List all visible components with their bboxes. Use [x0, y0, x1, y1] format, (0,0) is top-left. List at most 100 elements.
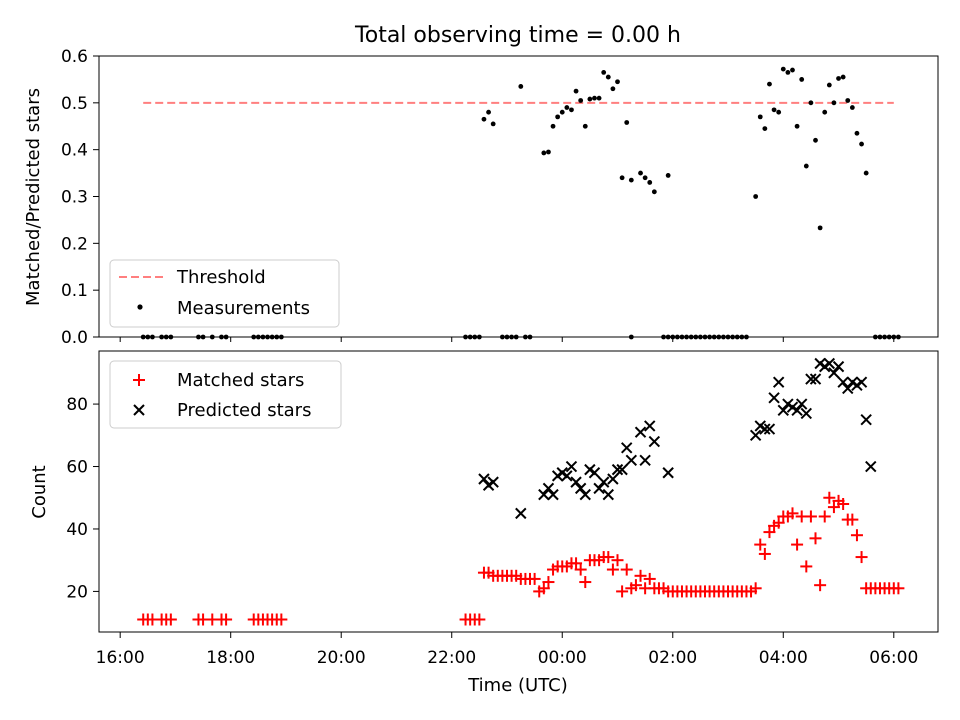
measurement-point	[771, 107, 777, 113]
x-axis-label: Time (UTC)	[467, 675, 568, 696]
predicted-star-point	[777, 404, 789, 417]
predicted-star-point	[616, 463, 628, 476]
measurement-point	[647, 180, 653, 185]
x-tick-label: 16:00	[96, 648, 145, 668]
legend-matched-swatch	[133, 374, 145, 386]
matched-star-point	[818, 510, 831, 523]
x-tick-label: 04:00	[759, 648, 808, 668]
matched-star-point	[574, 563, 587, 576]
predicted-star-point	[749, 429, 762, 442]
matched-star-point	[749, 582, 762, 595]
ratio-y-tick-label: 0.2	[61, 234, 88, 254]
measurement-point	[601, 69, 607, 75]
matched-star-point	[620, 563, 633, 576]
measurement-point	[776, 109, 782, 115]
measurement-point	[836, 76, 841, 81]
matched-star-point	[892, 582, 905, 595]
predicted-star-point	[565, 460, 578, 473]
measurement-point	[803, 163, 809, 169]
measurement-point	[490, 121, 496, 127]
measurement-point	[849, 105, 855, 110]
predicted-star-point	[805, 373, 817, 385]
matched-star-point	[616, 585, 629, 598]
x-tick-label: 20:00	[317, 648, 366, 668]
legend-measurements-swatch	[137, 304, 143, 310]
measurement-point	[546, 149, 551, 155]
predicted-star-point	[823, 357, 836, 370]
predicted-star-point	[621, 442, 633, 454]
measurement-point	[596, 95, 602, 101]
predicted-star-point	[602, 488, 615, 501]
measurement-point	[518, 84, 524, 89]
x-tick-label: 18:00	[206, 648, 255, 668]
matched-star-point	[634, 569, 647, 582]
ratio-legend: Threshold Measurements	[109, 259, 340, 328]
ratio-y-tick-label: 0.4	[61, 141, 88, 161]
matched-star-point	[823, 491, 836, 504]
matched-star-point	[542, 576, 555, 589]
ratio-x-axis	[119, 337, 895, 342]
measurement-point	[785, 69, 791, 75]
predicted-star-point	[865, 460, 877, 473]
predicted-star-point	[662, 467, 674, 479]
measurement-point	[569, 107, 574, 113]
predicted-star-point	[547, 488, 559, 501]
matched-star-point	[643, 572, 656, 585]
measurement-point	[790, 67, 795, 73]
predicted-star-point	[538, 488, 550, 501]
measurement-point	[665, 173, 671, 178]
counts-y-axis: 20 40 60 80	[66, 395, 99, 602]
matched-star-point	[220, 613, 233, 626]
measurement-point	[767, 81, 772, 87]
predicted-star-point	[832, 360, 845, 373]
measurement-point	[826, 82, 832, 88]
measurement-point	[564, 105, 570, 110]
matched-star-point	[786, 507, 799, 520]
ratio-y-tick-label: 0.1	[61, 281, 88, 301]
matched-star-point	[791, 538, 804, 551]
predicted-star-point	[639, 454, 651, 466]
counts-plot-frame	[98, 350, 939, 633]
predicted-star-point	[648, 435, 661, 448]
measurement-point	[757, 114, 763, 120]
predicted-star-point	[837, 376, 849, 388]
matched-star-point	[800, 560, 813, 573]
ratio-y-tick-label: 0.6	[61, 47, 88, 67]
measurement-point	[638, 170, 643, 176]
predicted-star-point	[607, 473, 619, 485]
measurement-point	[628, 177, 634, 183]
counts-y-axis-label: Count	[29, 465, 50, 518]
predicted-star-point	[561, 470, 573, 482]
ratio-y-tick-label: 0.0	[61, 328, 88, 348]
measurement-point	[559, 109, 565, 115]
matched-star-point	[611, 554, 624, 567]
counts-plot-area	[137, 357, 905, 626]
measurement-point	[780, 66, 786, 72]
counts-panel: 20 40 60 80 16:00 18:00 20:00 22:00 00:00 02:00 0…	[29, 350, 939, 696]
matched-star-point	[164, 613, 177, 626]
measurement-point	[813, 137, 818, 143]
legend-predicted-swatch	[133, 404, 145, 416]
matched-star-point	[846, 513, 859, 526]
matched-star-point	[579, 576, 592, 589]
measurement-point	[587, 96, 593, 102]
ratio-y-tick-label: 0.3	[61, 188, 88, 208]
predicted-star-point	[634, 426, 647, 438]
x-tick-label: 02:00	[648, 648, 697, 668]
matched-star-point	[772, 516, 785, 529]
predicted-star-point	[860, 413, 872, 426]
measurement-point	[624, 120, 630, 125]
predicted-star-point	[759, 423, 771, 435]
measurement-point	[619, 175, 625, 181]
predicted-star-point	[763, 423, 776, 435]
predicted-star-point	[588, 467, 601, 479]
matched-star-point	[809, 532, 822, 545]
measurement-point	[541, 150, 547, 156]
predicted-star-point	[644, 420, 656, 432]
measurement-point	[840, 74, 846, 80]
predicted-star-point	[579, 488, 591, 501]
legend-predicted-label: Predicted stars	[177, 400, 311, 421]
predicted-star-point	[597, 476, 610, 488]
x-tick-label: 06:00	[869, 648, 918, 668]
